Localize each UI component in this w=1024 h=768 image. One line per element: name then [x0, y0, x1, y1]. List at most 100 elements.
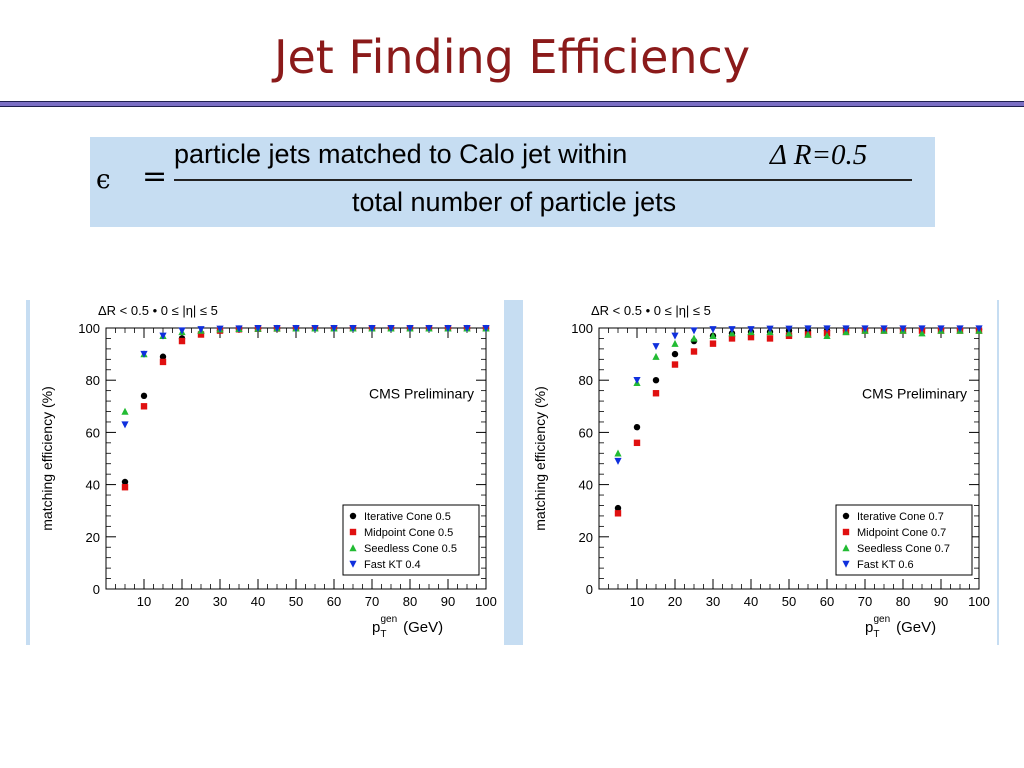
- series-0: [614, 326, 983, 512]
- data-point: [216, 325, 224, 333]
- data-point: [956, 325, 964, 333]
- x-tick-label: 50: [289, 594, 303, 609]
- legend-entry: Midpoint Cone 0.5: [364, 527, 453, 539]
- data-point: [785, 329, 793, 337]
- data-point: [899, 325, 907, 333]
- x-axis-label: pTgen (GeV): [865, 614, 936, 640]
- data-point: [330, 325, 338, 333]
- data-point: [709, 340, 717, 347]
- data-point: [292, 325, 300, 333]
- x-tick-label: 10: [137, 594, 151, 609]
- data-point: [633, 377, 641, 384]
- y-tick-label: 100: [571, 321, 593, 336]
- formula-epsilon: ϵ: [96, 165, 111, 195]
- data-point: [804, 330, 812, 338]
- data-point: [842, 325, 850, 333]
- formula-equals: =: [142, 159, 168, 194]
- data-point: [728, 335, 736, 342]
- y-tick-label: 60: [86, 425, 100, 440]
- y-tick-label: 20: [86, 530, 100, 545]
- data-point: [747, 326, 755, 334]
- x-tick-label: 30: [213, 594, 227, 609]
- chart-title: ΔR < 0.5 • 0 ≤ |η| ≤ 5: [98, 303, 218, 318]
- y-tick-label: 40: [86, 478, 100, 493]
- data-point: [785, 325, 793, 333]
- y-tick-label: 0: [586, 582, 593, 597]
- data-point: [311, 325, 319, 333]
- data-point: [425, 325, 433, 333]
- x-tick-label: 20: [175, 594, 189, 609]
- legend-marker: [349, 512, 357, 520]
- x-tick-label: 10: [630, 594, 644, 609]
- legend-box: [835, 504, 973, 576]
- y-tick-label: 80: [86, 373, 100, 388]
- data-point: [197, 326, 205, 334]
- x-tick-label: 90: [934, 594, 948, 609]
- x-tick-label: 60: [820, 594, 834, 609]
- data-point: [918, 329, 926, 337]
- data-point: [709, 332, 717, 340]
- legend-box: [342, 504, 480, 576]
- data-point: [728, 326, 736, 334]
- data-point: [235, 325, 243, 333]
- legend-entry: Midpoint Cone 0.7: [857, 527, 946, 539]
- data-point: [937, 325, 945, 333]
- data-point: [387, 325, 395, 333]
- data-point: [140, 350, 148, 358]
- data-point: [121, 478, 129, 486]
- legend-marker: [349, 528, 357, 536]
- data-point: [880, 325, 888, 333]
- data-point: [159, 332, 167, 340]
- plots-container: 10 20 30 40 50 60 70 80 90 100 0 20 40 60 80 100 ΔR < 0.…: [26, 300, 999, 645]
- data-point: [121, 407, 129, 415]
- data-point: [918, 325, 926, 333]
- data-point: [368, 325, 376, 333]
- efficiency-formula: ϵ = particle jets matched to Calo jet wi…: [90, 137, 935, 227]
- data-point: [671, 350, 679, 358]
- y-tick-label: 80: [579, 373, 593, 388]
- data-point: [652, 352, 660, 360]
- y-tick-label: 60: [579, 425, 593, 440]
- x-tick-label: 40: [251, 594, 265, 609]
- x-tick-label: 100: [968, 594, 990, 609]
- data-point: [690, 334, 698, 342]
- chart-left: 10 20 30 40 50 60 70 80 90 100 0 20 40 60 80 100 ΔR < 0.…: [39, 303, 497, 640]
- x-tick-label: 50: [782, 594, 796, 609]
- legend-marker: [842, 528, 850, 536]
- x-axis-label: pTgen (GeV): [372, 614, 443, 640]
- data-point: [671, 339, 679, 347]
- data-point: [690, 327, 698, 335]
- data-point: [652, 390, 660, 397]
- legend-entry: Iterative Cone 0.5: [364, 511, 451, 523]
- data-point: [159, 353, 167, 360]
- data-point: [804, 325, 812, 333]
- legend-marker: [842, 560, 850, 568]
- data-point: [766, 335, 774, 342]
- cms-preliminary-label: CMS Preliminary: [862, 385, 967, 401]
- data-point: [671, 332, 679, 340]
- data-point: [614, 510, 622, 517]
- data-point: [766, 325, 774, 333]
- data-point: [652, 377, 660, 384]
- data-point: [823, 332, 831, 340]
- x-tick-label: 100: [475, 594, 497, 609]
- data-point: [633, 423, 641, 431]
- data-point: [975, 325, 983, 333]
- data-point: [349, 325, 357, 333]
- data-point: [614, 504, 622, 512]
- series-0: [121, 325, 490, 486]
- y-tick-label: 0: [93, 582, 100, 597]
- data-point: [121, 484, 129, 491]
- data-point: [463, 325, 471, 333]
- data-point: [121, 421, 129, 429]
- y-axis-label: matching efficiency (%): [39, 386, 55, 530]
- y-tick-label: 40: [579, 478, 593, 493]
- legend-entry: Seedless Cone 0.7: [857, 543, 950, 555]
- chart-left-panel: 10 20 30 40 50 60 70 80 90 100 0 20 40 60 80 100 ΔR < 0.…: [30, 300, 504, 645]
- data-point: [273, 325, 281, 333]
- x-tick-label: 60: [327, 594, 341, 609]
- legend-entry: Iterative Cone 0.7: [857, 511, 944, 523]
- legend-entry: Fast KT 0.4: [364, 559, 421, 571]
- fraction-bar: [174, 179, 912, 181]
- data-point: [690, 348, 698, 355]
